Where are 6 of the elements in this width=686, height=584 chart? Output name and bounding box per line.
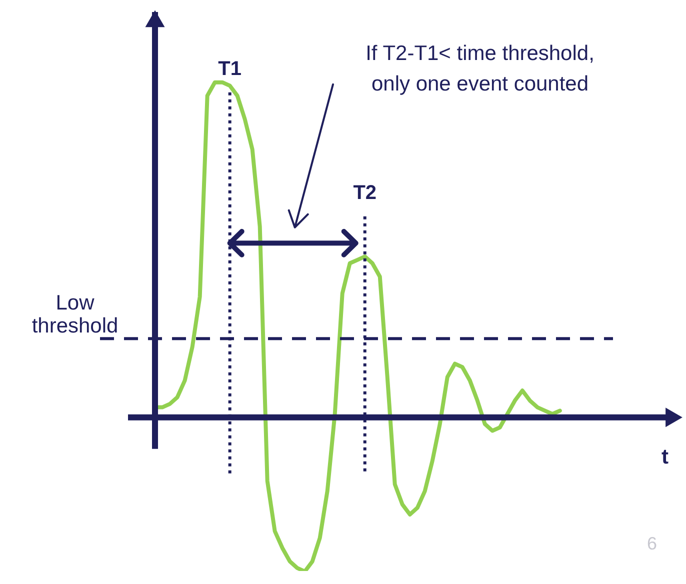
text: T1 [218,58,242,80]
x-axis-title: t [661,446,668,469]
text: If T2-T1< time threshold, [366,42,594,65]
ref-line-label: Low threshold [32,291,118,338]
annotation: only one event counted [371,72,589,96]
annotation: T2 [353,182,377,204]
